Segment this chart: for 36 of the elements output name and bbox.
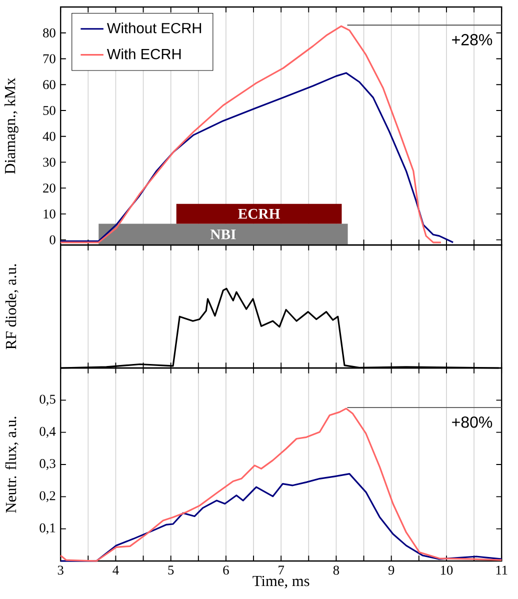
x-tick-label: 10: [441, 566, 453, 575]
y-tick-label: 0,2: [40, 491, 56, 502]
y-tick-label: 80: [43, 28, 56, 38]
annotation: +80%: [452, 416, 492, 428]
x-tick-label: 11: [496, 566, 508, 575]
y-tick-label: 30: [43, 158, 56, 167]
y-tick-label: 0,5: [40, 394, 56, 406]
y-tick-label: 0: [50, 235, 56, 244]
x-tick-label: 4: [112, 566, 120, 574]
y-tick-label: 0,1: [40, 523, 56, 534]
y-tick-label: 60: [43, 80, 56, 90]
x-tick-label: 5: [168, 566, 174, 575]
band-label: ECRH: [238, 208, 280, 219]
y-axis-title: RF diode, a.u.: [6, 264, 19, 350]
y-tick-label: 40: [43, 132, 56, 141]
annotation: +28%: [452, 34, 492, 46]
legend-label: Without ECRH: [107, 22, 202, 34]
y-tick-label: 10: [44, 209, 56, 218]
y-axis-title: Neutr. flux, a.u.: [5, 416, 19, 513]
x-axis-title: Time, ms: [252, 576, 310, 588]
line-series: [60, 72, 454, 244]
y-tick-label: 20: [43, 184, 56, 193]
line-series: [60, 473, 503, 562]
band-label: NBI: [210, 230, 236, 240]
x-tick-label: 8: [334, 566, 340, 575]
y-tick-label: 50: [44, 106, 56, 115]
legend-label: With ECRH: [107, 48, 181, 60]
x-tick-label: 9: [388, 566, 394, 575]
y-tick-label: 70: [44, 54, 56, 64]
y-tick-label: 0,4: [40, 426, 56, 438]
line-series: [60, 408, 503, 562]
y-axis-title: Diamagn., kMx: [4, 78, 19, 174]
x-tick-label: 7: [278, 566, 284, 574]
y-tick-label: 0,3: [40, 459, 56, 470]
x-tick-label: 3: [58, 566, 64, 575]
x-tick-label: 6: [223, 566, 230, 575]
